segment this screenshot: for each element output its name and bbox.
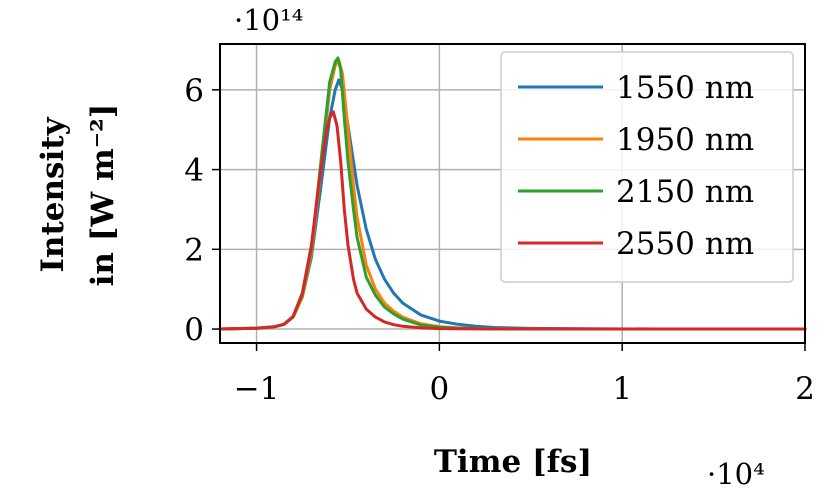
- axis-ticks: −1 0 1 2 0 2 4 6: [184, 73, 815, 407]
- y-axis-label-line-2: in [W m⁻²]: [85, 104, 121, 287]
- x-multiplier: ·10⁴: [707, 457, 765, 491]
- legend: 1550 nm 1950 nm 2150 nm 2550 nm: [500, 51, 794, 283]
- x-tick-label: −1: [234, 371, 280, 407]
- y-axis-label-line-1: Intensity: [35, 116, 71, 272]
- legend-entry: 1550 nm: [616, 70, 754, 106]
- x-tick-label: 1: [612, 371, 632, 407]
- legend-entry: 1950 nm: [616, 122, 754, 158]
- plot-frame: [219, 43, 806, 344]
- y-tick-label: 4: [184, 153, 204, 189]
- series-line-2550-nm: [218, 110, 807, 331]
- legend-entry: 2550 nm: [616, 226, 754, 262]
- series-lines: [218, 56, 807, 331]
- x-axis-label: Time [fs]: [434, 444, 592, 480]
- x-tick-label: 0: [430, 371, 450, 407]
- legend-box: [500, 51, 794, 283]
- y-tick-label: 2: [184, 232, 204, 268]
- x-tick-label: 2: [795, 371, 815, 407]
- legend-entry: 2150 nm: [616, 174, 754, 210]
- y-multiplier: ·10¹⁴: [234, 3, 303, 37]
- y-tick-label: 0: [184, 312, 204, 348]
- y-tick-label: 6: [184, 73, 204, 109]
